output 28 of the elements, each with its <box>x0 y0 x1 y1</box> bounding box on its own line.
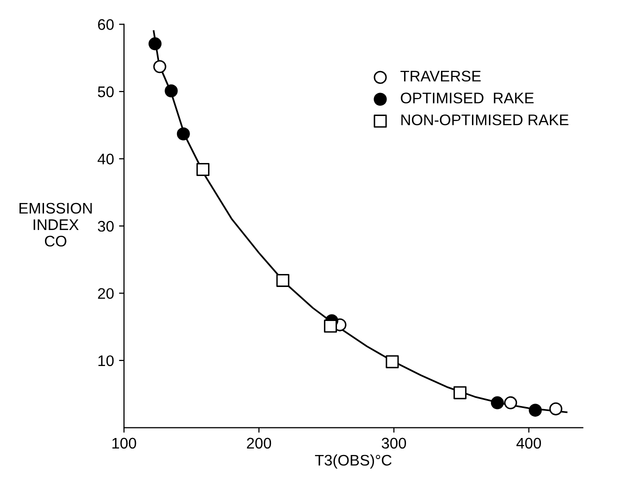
point <box>490 396 504 410</box>
legend-label: OPTIMISED RAKE <box>400 92 534 104</box>
y-tick-label: 40 <box>98 154 114 164</box>
point <box>148 37 162 50</box>
y-tick-label: 60 <box>98 19 114 30</box>
point <box>504 396 518 410</box>
y-tick-label: 10 <box>98 355 114 366</box>
point <box>176 127 190 140</box>
legend-label: NON-OPTIMISED RAKE <box>401 114 568 126</box>
x-tick-label: 400 <box>516 438 541 449</box>
point <box>454 386 467 400</box>
x-tick-label: 200 <box>246 438 272 449</box>
x-tick-label: 300 <box>382 438 406 449</box>
x-axis-title: T3(OBS)°C <box>315 454 392 469</box>
point <box>528 404 542 417</box>
point <box>549 402 562 416</box>
point <box>324 320 337 333</box>
y-tick-label: 30 <box>98 220 114 232</box>
y-axis-title: EMISSION INDEX CO <box>20 202 92 247</box>
point <box>276 274 290 287</box>
y-tick-label: 50 <box>98 86 114 98</box>
point <box>386 355 399 368</box>
point <box>153 60 166 74</box>
legend-label: TRAVERSE <box>400 70 481 82</box>
point <box>196 163 210 176</box>
x-tick-label: 100 <box>112 438 136 449</box>
point <box>164 84 178 98</box>
y-tick-label: 20 <box>98 288 114 299</box>
